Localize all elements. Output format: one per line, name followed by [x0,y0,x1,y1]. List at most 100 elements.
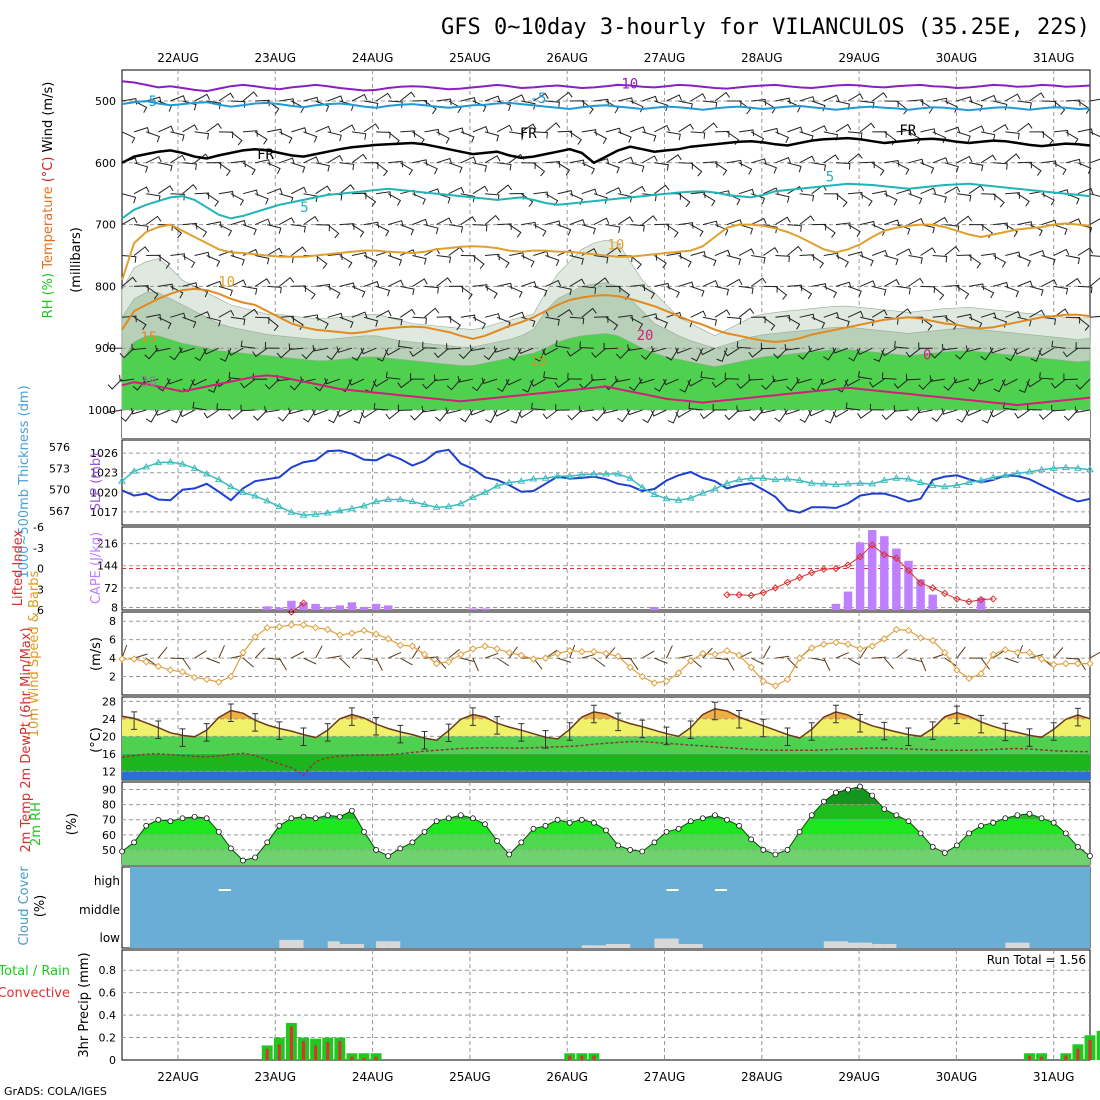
date-label-top: 28AUG [741,51,783,65]
cloud-low-bar [351,943,364,948]
wind-barb [569,278,586,287]
wind-barb [980,285,995,299]
wind-barb [469,408,486,416]
wind-barb [581,100,594,115]
wind10m-barb [557,657,572,663]
wind-barb [687,378,704,387]
cloud-high-bar [714,889,727,891]
wind-barb [847,131,863,140]
wind10m-barb [387,651,402,659]
temp-minmax-bar [324,723,331,742]
wind-barb [944,126,961,134]
cape-bar [843,591,853,610]
wind-barb [1041,131,1054,146]
li-line [727,544,994,603]
wind-barb [182,282,198,289]
wind-barb [630,162,645,173]
wind-barb [630,284,646,291]
wind-speed-marker [699,649,707,658]
wind-speed-marker [505,648,513,657]
rh-marker [966,830,972,837]
credit-label: GrADS: COLA/IGES [4,1085,107,1098]
wind-barb [533,224,547,237]
cape-bar [867,530,877,610]
wind-barb [593,255,609,264]
wind-barb [496,184,513,195]
wind-barb [1005,251,1021,259]
thickness-marker [335,506,344,514]
rh-marker [300,813,307,820]
wind-barb [240,404,256,412]
wind-speed-marker [432,659,441,668]
date-label-bottom: 27AUG [644,1070,686,1084]
wind-barb [666,224,679,238]
cape-bar [892,548,901,610]
wind-barb [980,154,997,164]
thickness-marker [1013,469,1022,476]
cape-bar [347,602,357,610]
cape-bar [916,579,925,610]
wind-barb [932,216,949,226]
wind-barb [811,125,828,133]
temp-ylabel: 2m Temp 2m DewPt (6hr Min/Max) [19,627,34,852]
wind-barb [908,193,923,205]
rh-marker [954,842,960,849]
wind-speed-marker [1062,659,1070,668]
wind-barb [145,285,159,300]
wind-barb [775,216,791,226]
wind-barb [169,347,183,361]
wind-speed-marker [444,658,453,666]
wind-barb [823,347,837,361]
wind-barb [242,224,257,236]
thickness-marker [577,470,586,478]
wind-barb [799,96,816,103]
wind-barb [739,129,755,136]
rh-marker [869,792,876,799]
thickness-marker [227,482,235,490]
wind10m-barb [484,652,499,659]
wind-barb [859,122,876,133]
contour-label: 15 [140,330,157,346]
wind-barb [291,224,306,233]
thickness-marker [1061,463,1070,471]
wind-barb [533,131,548,139]
thickness-marker [1001,471,1010,478]
wind-barb [303,96,319,104]
wind-barb [823,193,839,200]
wind-barb [906,409,921,422]
wind-barb [918,378,934,390]
wind-barb [808,345,824,353]
wind-barb [363,280,380,288]
wind-barb [493,409,510,417]
temp-minmax-bar [1074,707,1081,727]
wind-barb [811,316,826,329]
dewpt-line [121,740,1090,776]
cape-tick-label: 144 [97,560,118,573]
wind-barb [557,130,573,138]
wind-speed-marker [941,648,949,657]
wind-barb [448,162,463,174]
wind-barb [993,100,1008,111]
wind-barb [702,161,718,168]
rh-marker [578,816,585,823]
cloud-ylabel: Cloud Cover [17,866,32,946]
pressure-panel: 500 600 700 800 900 1000 -10 -5 -5 FR FR FR 5 5 10 10 15… [41,69,1100,439]
wind-speed-marker [360,626,368,635]
rh-marker [905,818,912,825]
wind-barb [605,316,619,331]
wind-barb [155,345,171,352]
wind-barb [702,316,718,326]
wind-barb [1089,255,1100,257]
wind10m-barb [448,648,460,659]
wind-barb [291,186,307,195]
wind-barb [142,376,159,384]
wind-barb [227,347,244,356]
wind-barb [702,280,719,287]
precip-units: 3hr Precip (mm) [77,952,92,1057]
wind-barb [751,316,766,324]
wind-barb [267,224,282,234]
wind-barb [530,378,546,387]
wind-barb [387,279,404,287]
wind10m-barb [267,657,282,661]
temp-minmax-bar [131,711,138,730]
